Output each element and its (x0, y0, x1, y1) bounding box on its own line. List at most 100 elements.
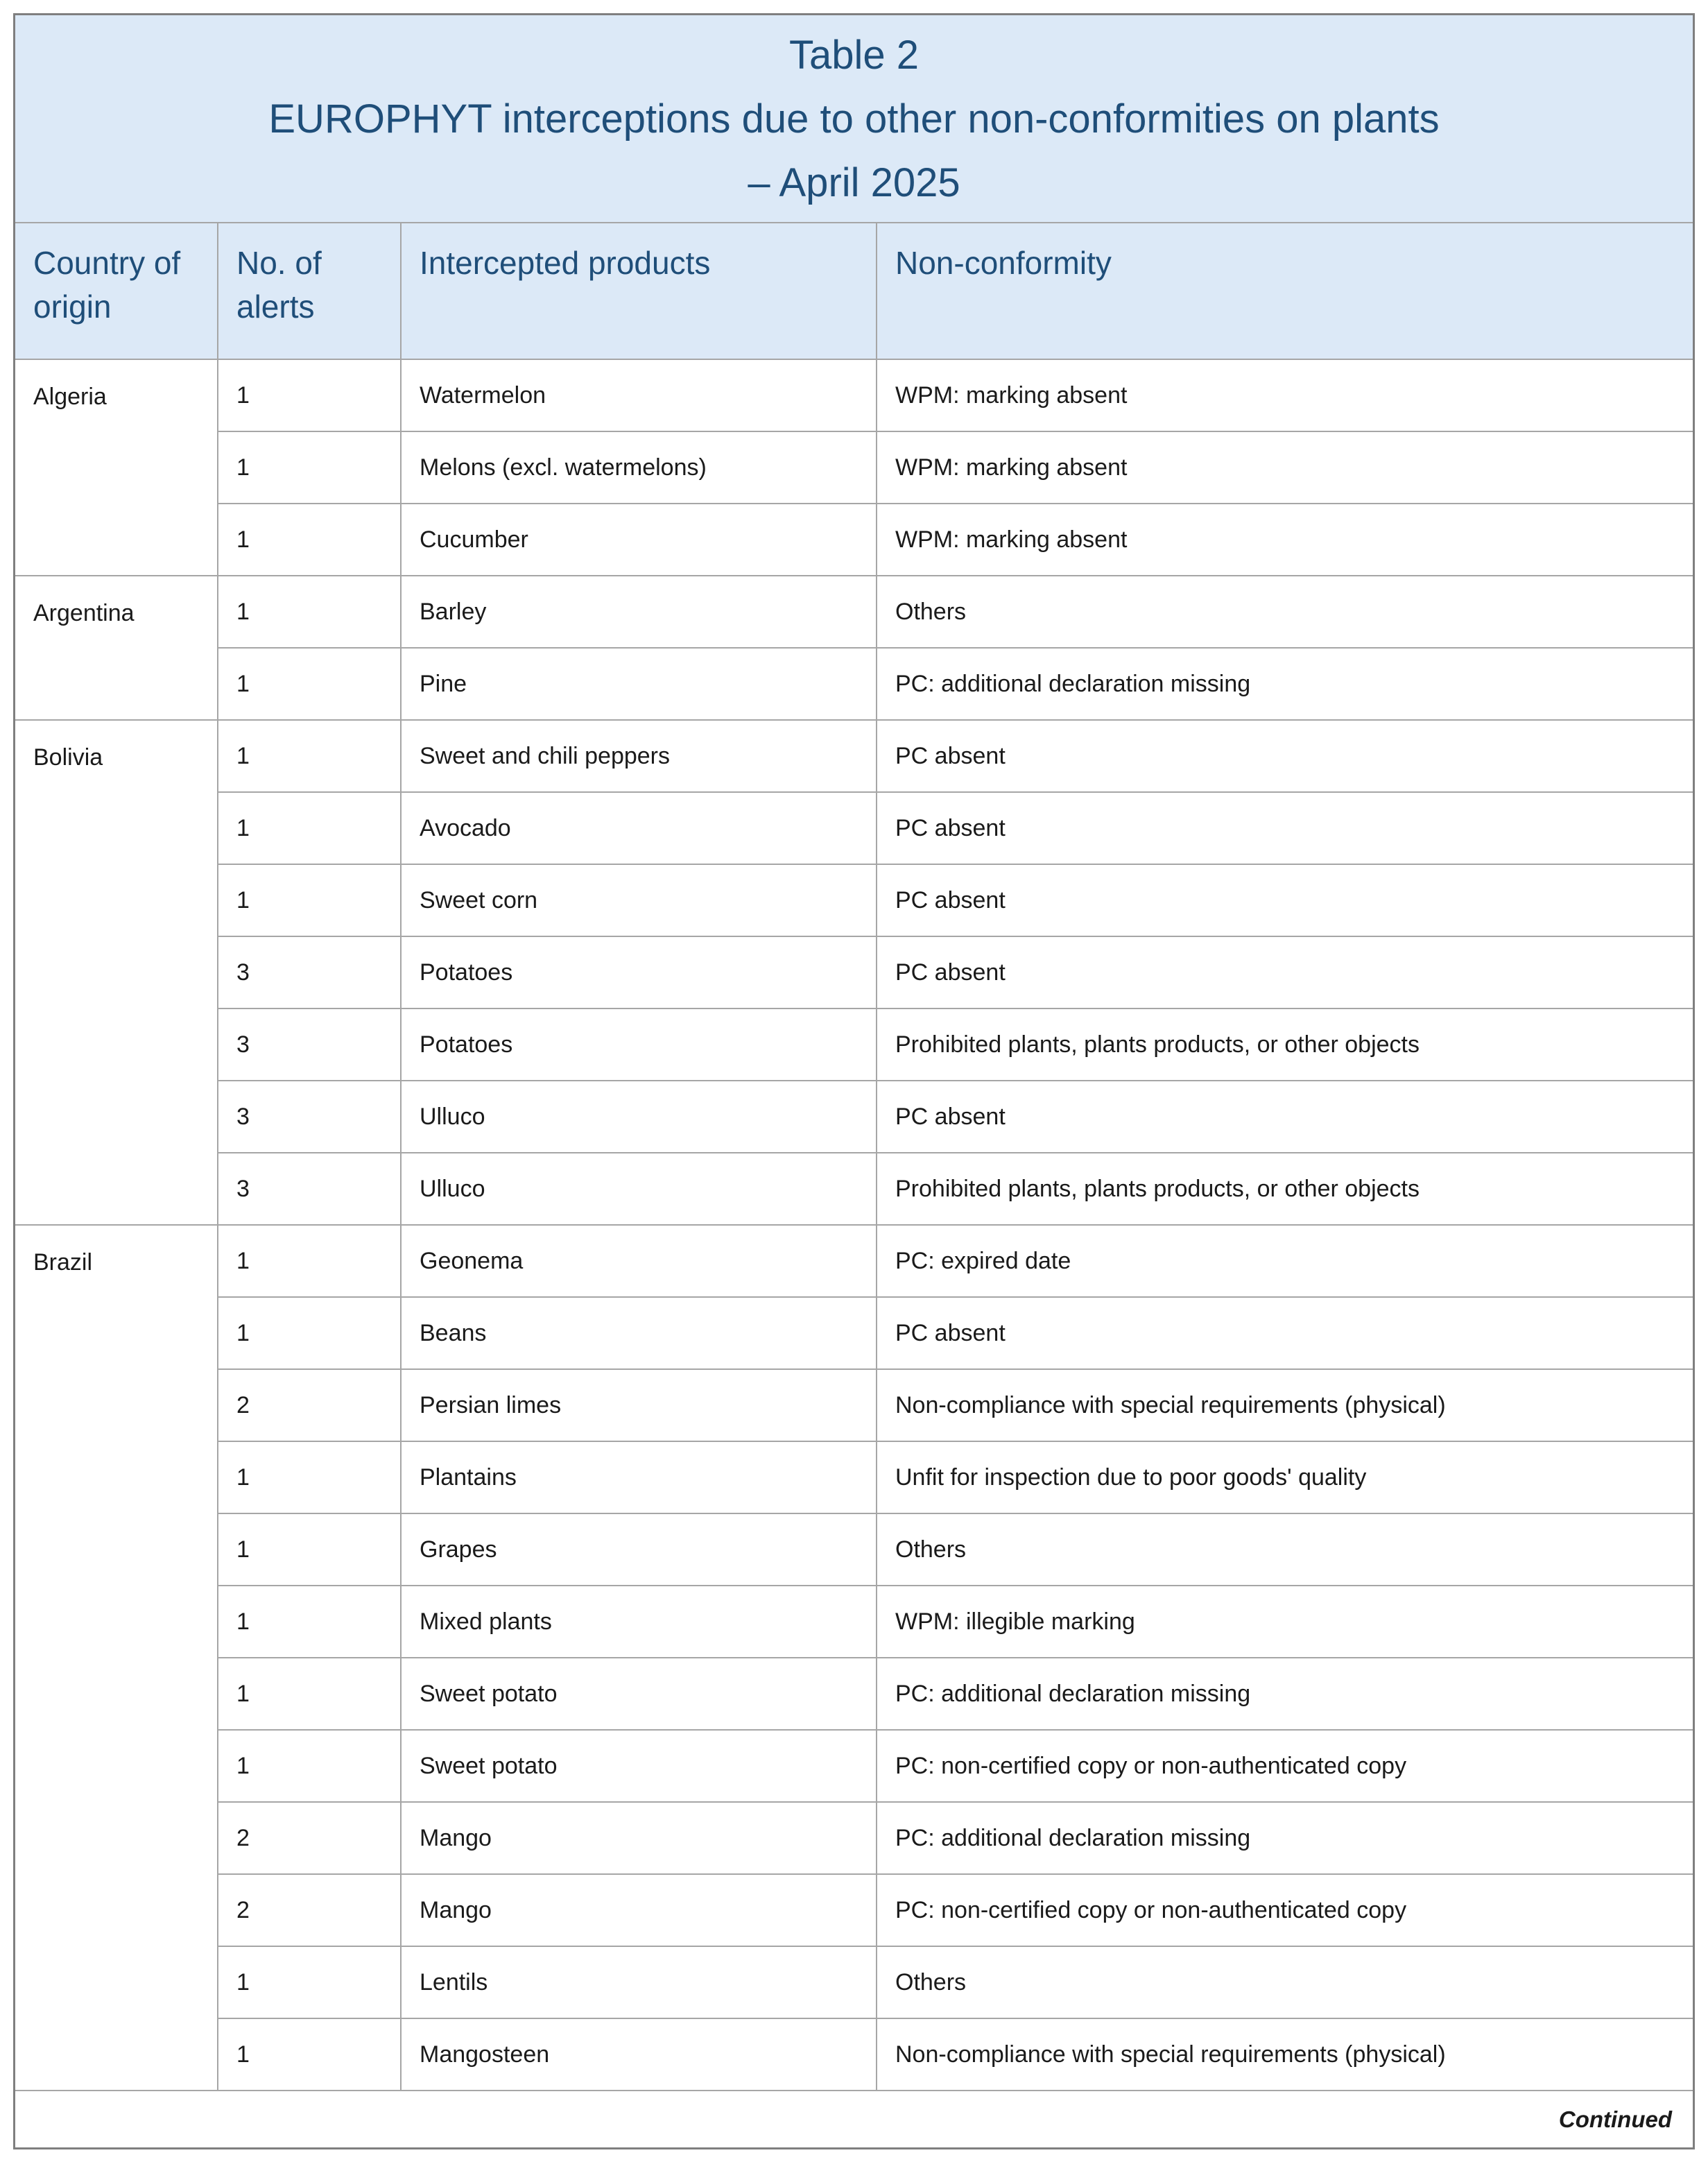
table-title-period: – April 2025 (748, 160, 960, 205)
alerts-cell: 1 (217, 1513, 401, 1586)
nonconformity-cell: PC: non-certified copy or non-authentica… (876, 1874, 1693, 1947)
nonconformity-cell: Non-compliance with special requirements… (876, 2018, 1693, 2091)
product-cell: Ulluco (400, 1081, 877, 1153)
product-cell: Pine (400, 648, 877, 721)
nonconformity-cell: PC: non-certified copy or non-authentica… (876, 1730, 1693, 1803)
alerts-cell: 1 (217, 1441, 401, 1514)
nonconformity-cell: PC: additional declaration missing (876, 648, 1693, 721)
country-cell: Brazil (15, 1225, 218, 2091)
table-title-number: Table 2 (788, 33, 920, 78)
nonconformity-cell: Others (876, 1513, 1693, 1586)
product-cell: Avocado (400, 792, 877, 865)
product-cell: Mangosteen (400, 2018, 877, 2091)
table2-frame: Table 2 EUROPHYT interceptions due to ot… (13, 13, 1695, 2149)
table-row: Algeria 1 Watermelon WPM: marking absent (15, 359, 1693, 576)
nonconformity-cell: Others (876, 1946, 1693, 2019)
table-title: Table 2 EUROPHYT interceptions due to ot… (15, 15, 1693, 223)
nonconformity-cell: WPM: marking absent (876, 431, 1693, 504)
product-cell: Cucumber (400, 504, 877, 576)
nonconformity-cell: PC: additional declaration missing (876, 1802, 1693, 1875)
nonconformity-cell: WPM: marking absent (876, 504, 1693, 576)
alerts-cell: 1 (217, 1297, 401, 1370)
product-cell: Sweet potato (400, 1658, 877, 1731)
alerts-cell: 1 (217, 720, 401, 793)
product-cell: Lentils (400, 1946, 877, 2019)
alerts-cell: 1 (217, 1225, 401, 1298)
alerts-cell: 1 (217, 504, 401, 576)
column-header-country: Country of origin (15, 223, 218, 360)
nonconformity-cell: PC absent (876, 1297, 1693, 1370)
table-row: 2 Mango PC: non-certified copy or non-auth… (15, 1874, 1693, 1947)
product-cell: Barley (400, 576, 877, 649)
product-cell: Ulluco (400, 1153, 877, 1226)
alerts-cell: 1 (217, 648, 401, 721)
country-cell: Argentina (15, 576, 218, 721)
table-row: 3 Ulluco PC absent (15, 1081, 1693, 1153)
nonconformity-cell: PC absent (876, 864, 1693, 937)
nonconformity-cell: PC absent (876, 792, 1693, 865)
table-row: 3 Ulluco Prohibited plants, plants product… (15, 1153, 1693, 1226)
product-cell: Watermelon (400, 359, 877, 432)
product-cell: Sweet corn (400, 864, 877, 937)
product-cell: Melons (excl. watermelons) (400, 431, 877, 504)
nonconformity-cell: PC absent (876, 936, 1693, 1009)
alerts-cell: 1 (217, 576, 401, 649)
product-cell: Mixed plants (400, 1586, 877, 1658)
continued-label: Continued (15, 2091, 1693, 2147)
interceptions-table: Country of origin No. of alerts Intercep… (15, 223, 1693, 2147)
nonconformity-cell: Prohibited plants, plants products, or o… (876, 1009, 1693, 1081)
nonconformity-cell: PC absent (876, 1081, 1693, 1153)
table-body: Algeria 1 Watermelon WPM: marking absent 1 Me… (15, 359, 1693, 2091)
alerts-cell: 1 (217, 1586, 401, 1658)
alerts-cell: 1 (217, 2018, 401, 2091)
alerts-cell: 1 (217, 1946, 401, 2019)
product-cell: Geonema (400, 1225, 877, 1298)
table-row: Bolivia 1 Sweet and chili peppers PC absent (15, 720, 1693, 1226)
country-cell: Algeria (15, 359, 218, 576)
product-cell: Grapes (400, 1513, 877, 1586)
alerts-cell: 3 (217, 936, 401, 1009)
nonconformity-cell: Non-compliance with special requirements… (876, 1369, 1693, 1442)
table-row: 1 Grapes Others (15, 1513, 1693, 1586)
nonconformity-cell: PC: expired date (876, 1225, 1693, 1298)
table-row: Argentina 1 Barley Others (15, 576, 1693, 721)
nonconformity-cell: Others (876, 576, 1693, 649)
column-header-nonconformity: Non-conformity (876, 223, 1693, 360)
alerts-cell: 1 (217, 864, 401, 937)
alerts-cell: 1 (217, 1658, 401, 1731)
product-cell: Potatoes (400, 1009, 877, 1081)
product-cell: Mango (400, 1874, 877, 1947)
nonconformity-cell: WPM: illegible marking (876, 1586, 1693, 1658)
table-title-text: EUROPHYT interceptions due to other non-… (268, 96, 1440, 141)
table-row: 1 Cucumber WPM: marking absent (15, 504, 1693, 576)
product-cell: Sweet and chili peppers (400, 720, 877, 793)
table-row: 1 Avocado PC absent (15, 792, 1693, 865)
column-header-alerts: No. of alerts (217, 223, 401, 360)
nonconformity-cell: PC: additional declaration missing (876, 1658, 1693, 1731)
product-cell: Persian limes (400, 1369, 877, 1442)
column-header-products: Intercepted products (400, 223, 877, 360)
alerts-cell: 2 (217, 1369, 401, 1442)
table-header: Country of origin No. of alerts Intercep… (15, 223, 1693, 360)
table-row: 3 Potatoes Prohibited plants, plants produ… (15, 1009, 1693, 1081)
table-row: 3 Potatoes PC absent (15, 936, 1693, 1009)
table-row: 1 Melons (excl. watermelons) WPM: marking … (15, 431, 1693, 504)
product-cell: Beans (400, 1297, 877, 1370)
table-footer: Continued (15, 2091, 1693, 2147)
alerts-cell: 3 (217, 1009, 401, 1081)
product-cell: Plantains (400, 1441, 877, 1514)
product-cell: Potatoes (400, 936, 877, 1009)
table-row: Brazil 1 Geonema PC: expired date (15, 1225, 1693, 2091)
table-row: 1 Mixed plants WPM: illegible marking (15, 1586, 1693, 1658)
alerts-cell: 2 (217, 1802, 401, 1875)
nonconformity-cell: Prohibited plants, plants products, or o… (876, 1153, 1693, 1226)
table-row: 1 Mangosteen Non-compliance with special r… (15, 2018, 1693, 2091)
alerts-cell: 2 (217, 1874, 401, 1947)
table-row: 1 Lentils Others (15, 1946, 1693, 2019)
alerts-cell: 1 (217, 359, 401, 432)
country-cell: Bolivia (15, 720, 218, 1226)
nonconformity-cell: Unfit for inspection due to poor goods' … (876, 1441, 1693, 1514)
table-row: 2 Persian limes Non-compliance with specia… (15, 1369, 1693, 1442)
alerts-cell: 1 (217, 431, 401, 504)
alerts-cell: 3 (217, 1081, 401, 1153)
